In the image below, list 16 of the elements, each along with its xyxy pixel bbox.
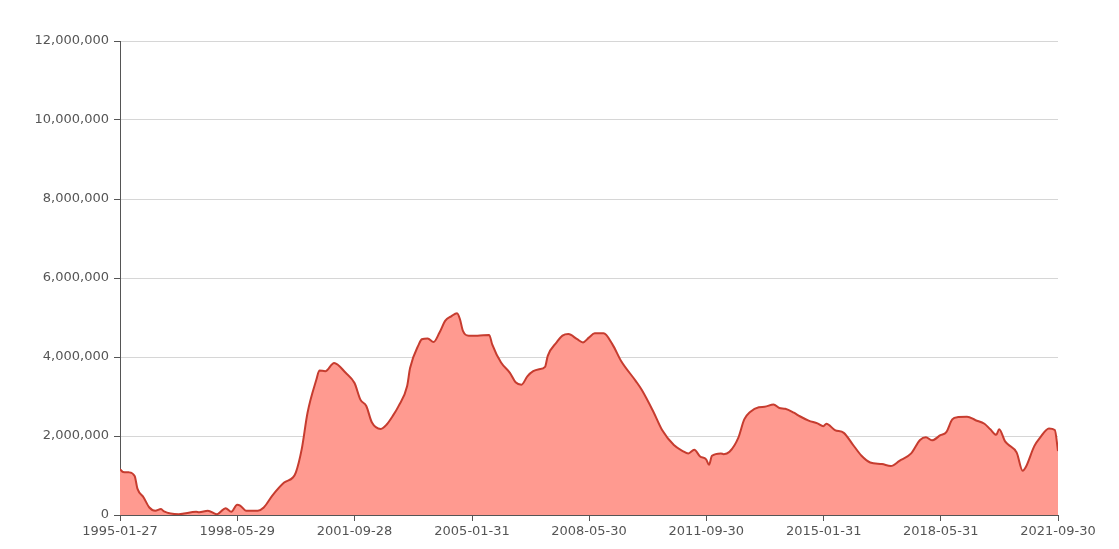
x-tick-label: 1995-01-27 [82,523,158,539]
x-tick-label: 1998-05-29 [199,523,276,539]
y-tick-label: 8,000,000 [42,190,109,206]
x-tick-label: 2015-01-31 [785,523,862,539]
x-tick-label: 2018-05-31 [902,523,979,539]
x-tick-label: 2008-05-30 [551,523,627,539]
y-tick-label: 2,000,000 [42,427,109,443]
x-tick-label: 2011-09-30 [668,523,745,539]
x-tick-label: 2001-09-28 [316,523,393,539]
y-tick-label: 0 [100,506,109,522]
x-tick-label: 2005-01-31 [434,523,510,539]
y-tick-label: 10,000,000 [34,111,109,127]
y-tick-label: 6,000,000 [42,269,109,285]
y-tick-label: 4,000,000 [42,348,109,364]
x-tick-label: 2021-09-30 [1020,523,1096,539]
y-tick-label: 12,000,000 [34,32,109,48]
